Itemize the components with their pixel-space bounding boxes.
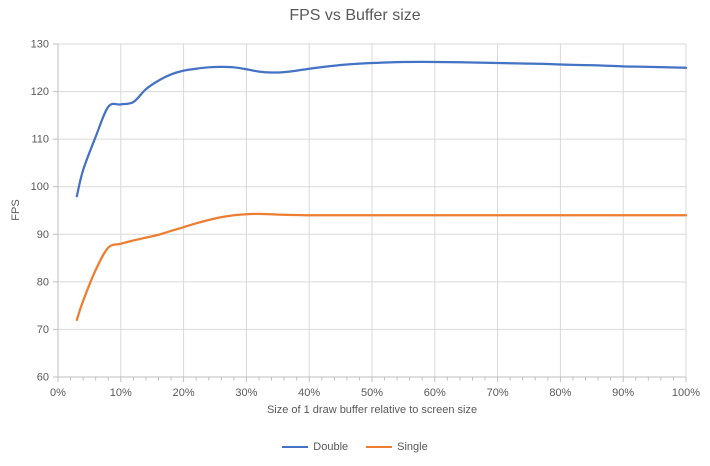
y-tick-label: 110: [31, 134, 49, 146]
x-tick-label: 30%: [235, 387, 257, 399]
gridlines: [57, 43, 687, 378]
legend-item-double[interactable]: Double: [282, 441, 348, 453]
x-tick-label: 100%: [672, 387, 700, 399]
x-tick-label: 90%: [612, 387, 634, 399]
legend: Double Single: [0, 441, 710, 453]
x-tick-label: 20%: [173, 387, 195, 399]
legend-item-single[interactable]: Single: [366, 441, 428, 453]
x-tick-label: 50%: [361, 387, 383, 399]
y-tick-label: 120: [31, 86, 49, 98]
x-tick-label: 40%: [298, 387, 320, 399]
axis-ticks: [53, 43, 687, 382]
legend-swatch-single: [366, 446, 393, 448]
legend-swatch-double: [282, 446, 309, 448]
y-tick-labels: 60 70 80 90 100 110 120 130: [31, 39, 49, 384]
chart-title: FPS vs Buffer size: [289, 7, 421, 24]
x-tick-labels: 0% 10% 20% 30% 40% 50% 60% 70% 80% 90% 100%: [50, 387, 700, 399]
y-tick-label: 100: [31, 181, 49, 193]
x-tick-label: 60%: [424, 387, 446, 399]
y-tick-label: 70: [37, 324, 49, 336]
series-line-single[interactable]: [75, 212, 688, 322]
x-tick-label: 0%: [50, 387, 66, 399]
y-tick-label: 90: [37, 229, 49, 241]
x-tick-label: 70%: [487, 387, 509, 399]
series-line-double[interactable]: [75, 60, 688, 198]
legend-label-double: Double: [313, 441, 349, 453]
y-tick-label: 130: [31, 39, 49, 51]
y-tick-label: 60: [37, 372, 49, 384]
x-axis-title: Size of 1 draw buffer relative to screen…: [266, 404, 478, 416]
x-tick-label: 80%: [549, 387, 571, 399]
y-tick-label: 80: [37, 276, 49, 288]
x-tick-label: 10%: [110, 387, 132, 399]
legend-label-single: Single: [397, 441, 428, 453]
